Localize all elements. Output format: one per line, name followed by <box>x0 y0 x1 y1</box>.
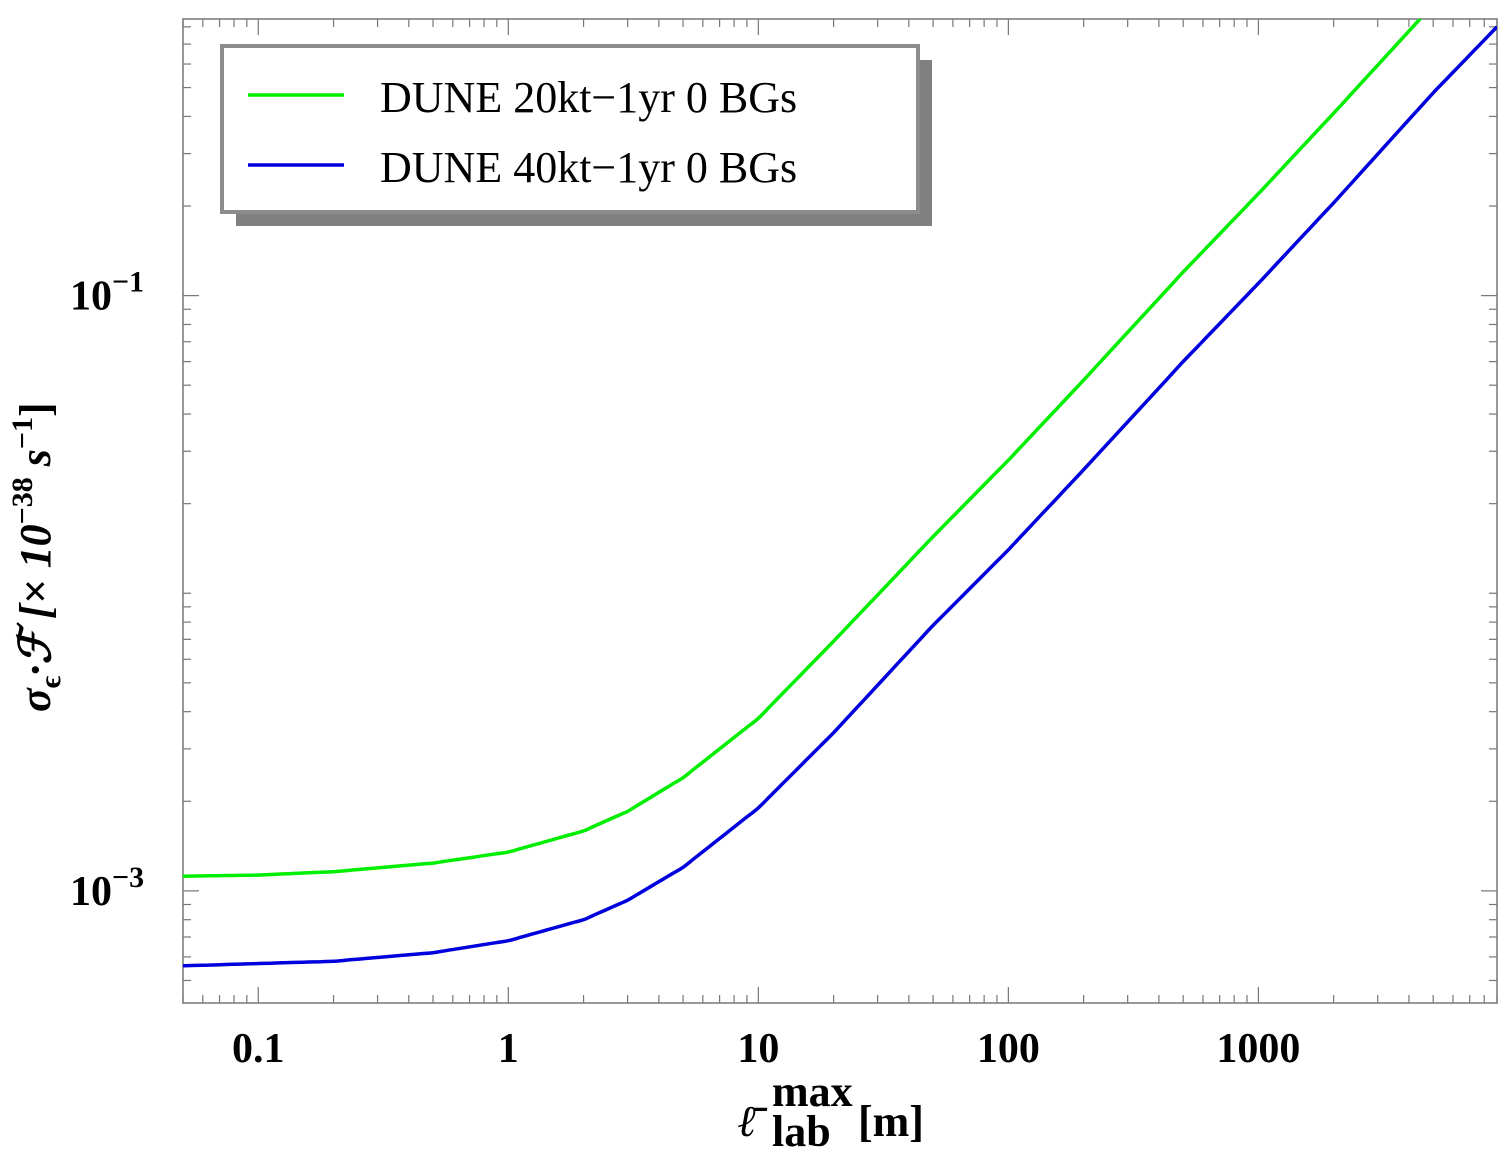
x-label-main: ℓ̄ <box>738 1097 768 1146</box>
y-label-main: σ <box>11 687 60 712</box>
x-axis-label: ℓ̄ max lab [m] <box>738 1067 924 1152</box>
plot-border <box>182 18 1498 1004</box>
x-tick-label: 100 <box>977 1026 1040 1072</box>
series-group <box>183 19 1497 968</box>
y-label-exp2: −1 <box>6 417 39 449</box>
legend-box <box>220 44 920 214</box>
y-label-dot: ·ℱ [× 10 <box>11 524 60 675</box>
y-tick-label: 10−3 <box>70 861 144 915</box>
x-tick-label: 1 <box>498 1026 519 1072</box>
series-line-0 <box>183 19 1423 878</box>
y-label-exp1: −38 <box>6 477 39 524</box>
legend-label-series-0: DUNE 20kt−1yr 0 BGs <box>380 73 797 122</box>
axis-ticks <box>182 19 1498 1003</box>
x-tick-label: 0.1 <box>232 1026 285 1072</box>
y-label-close: ] <box>11 402 60 417</box>
x-tick-label: 10 <box>737 1026 779 1072</box>
x-label-sup: max <box>772 1067 853 1116</box>
y-label-s: s <box>11 449 60 477</box>
x-label-sub: lab <box>772 1107 831 1152</box>
legend: DUNE 20kt−1yr 0 BGs DUNE 40kt−1yr 0 BGs <box>220 44 932 226</box>
tick-labels: 0.1 1 10 100 1000 10−3 10−1 <box>70 266 1300 1072</box>
series-line-1 <box>183 25 1497 968</box>
svg-text:σϵ·ℱ [× 10−38 s−1]: σϵ·ℱ [× 10−38 s−1] <box>6 402 67 712</box>
plot-frame <box>182 18 1498 1004</box>
y-axis-label: σϵ·ℱ [× 10−38 s−1] <box>6 402 67 712</box>
x-label-unit: [m] <box>858 1097 924 1146</box>
legend-label-series-1: DUNE 40kt−1yr 0 BGs <box>380 143 797 192</box>
x-tick-label: 1000 <box>1216 1026 1300 1072</box>
y-tick-label: 10−1 <box>70 266 144 320</box>
y-label-sub: ϵ <box>34 675 67 688</box>
